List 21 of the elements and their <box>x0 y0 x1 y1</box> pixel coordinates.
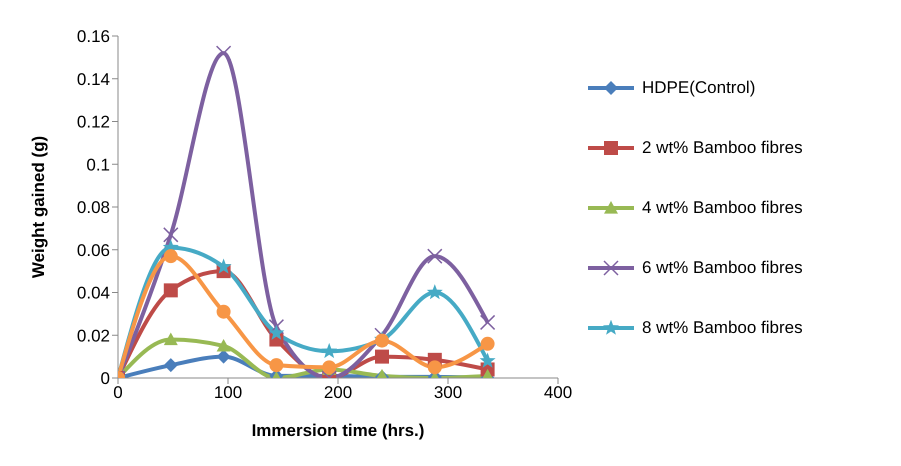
y-tick-label: 0.08 <box>76 198 110 218</box>
y-tick-label: 0.02 <box>76 326 110 346</box>
y-tick-label: 0.16 <box>76 27 110 46</box>
legend-label: 2 wt% Bamboo fibres <box>642 138 803 158</box>
x-tick-label: 200 <box>324 383 352 402</box>
legend-label: 6 wt% Bamboo fibres <box>642 258 803 278</box>
y-tick-label: 0.12 <box>76 112 110 132</box>
y-tick-label: 0.06 <box>76 240 110 260</box>
x-tick-label: 300 <box>434 383 462 402</box>
y-tick-label: 0.1 <box>86 155 110 174</box>
legend-label: 8 wt% Bamboo fibres <box>642 318 803 338</box>
x-tick-label: 0 <box>113 383 123 402</box>
x-tick-label: 100 <box>214 383 242 402</box>
x-axis-title: Immersion time (hrs.) <box>252 421 424 440</box>
y-tick-label: 0.04 <box>76 284 110 303</box>
legend-label: 4 wt% Bamboo fibres <box>642 198 803 218</box>
y-axis-title: Weight gained (g) <box>29 136 48 278</box>
x-tick-label: 400 <box>544 383 572 402</box>
y-tick-label: 0.14 <box>76 70 110 89</box>
legend-label: HDPE(Control) <box>642 78 756 98</box>
y-tick-label: 0 <box>100 369 110 388</box>
